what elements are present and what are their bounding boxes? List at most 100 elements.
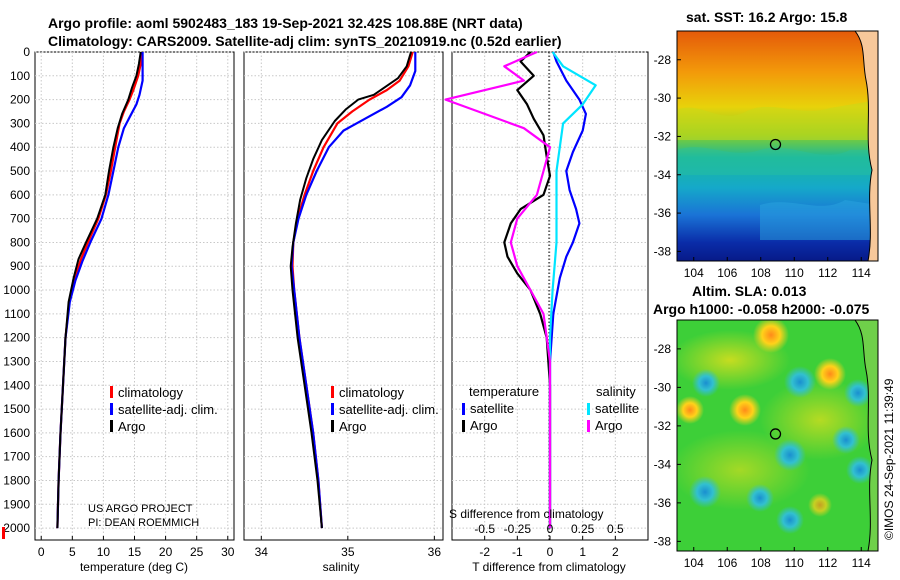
legend-t-argo-swatch xyxy=(462,420,465,432)
x-tick-label: 1 xyxy=(579,545,586,559)
legend-s-argo-label: Argo xyxy=(595,418,622,433)
salinity-legend: climatology satellite-adj. clim. Argo xyxy=(331,385,439,434)
lon-tick-label: 114 xyxy=(852,266,871,280)
y-tick-label: 600 xyxy=(10,188,30,202)
argo-position-marker xyxy=(769,138,782,151)
temperature-grid xyxy=(35,51,234,540)
project-line1: US ARGO PROJECT xyxy=(88,503,193,515)
y-tick-label: 1600 xyxy=(3,426,30,440)
lat-tick-label: -34 xyxy=(654,457,672,471)
imos-credit: ©IMOS 24-Sep-2021 11:39:49 xyxy=(882,378,896,540)
sst-map-lat-ticks: -28 -30 -32 -34 -36 -38 xyxy=(654,53,681,258)
header-line2: Climatology: CARS2009. Satellite-adj cli… xyxy=(48,33,562,49)
legend-climatology-label: climatology xyxy=(118,385,184,400)
salinity-panel: 34 35 36 salinity climatology satellite-ad… xyxy=(243,51,444,574)
y-tick-label: 300 xyxy=(10,116,30,130)
sla-map-title2: Argo h1000: -0.058 h2000: -0.075 xyxy=(653,301,870,317)
legend-satellite-swatch xyxy=(110,403,113,415)
lat-tick-label: -32 xyxy=(654,419,672,433)
x-tick-label: 20 xyxy=(159,545,173,559)
lon-tick-label: 110 xyxy=(785,266,804,280)
sla-map-lat-ticks: -28 -30 -32 -34 -36 -38 xyxy=(654,342,681,548)
sla-map-title1: Altim. SLA: 0.013 xyxy=(692,283,807,299)
legend-satellite-swatch xyxy=(331,403,334,415)
y-tick-label: 0 xyxy=(23,45,30,59)
temperature-lines xyxy=(56,51,144,529)
legend-satellite-label: satellite-adj. clim. xyxy=(118,402,218,417)
temperature-tick-labels: 0 5 10 15 20 25 30 xyxy=(38,536,235,559)
y-tick-label: 1900 xyxy=(3,497,30,511)
x-tick-label: 0 xyxy=(547,545,554,559)
y-tick-label: 100 xyxy=(10,69,30,83)
legend-salinity-title: salinity xyxy=(596,384,636,399)
legend-s-satellite-swatch xyxy=(587,403,590,415)
lon-tick-label: 114 xyxy=(852,556,871,570)
sst-map-lon-ticks: 104 106 108 110 112 114 xyxy=(684,257,871,280)
legend-t-satellite-swatch xyxy=(462,403,465,415)
sla-map-image xyxy=(677,320,878,551)
series-line-s-argo xyxy=(444,50,552,529)
s-tick-label: 0 xyxy=(547,522,554,536)
difference-legend: temperature salinity satellite Argo sate… xyxy=(462,384,639,433)
difference-lines xyxy=(444,50,597,529)
y-tick-label: 900 xyxy=(10,259,30,273)
lat-tick-label: -28 xyxy=(654,53,672,67)
lat-tick-label: -32 xyxy=(654,129,672,143)
salinity-tick-labels: 34 35 36 xyxy=(255,536,442,559)
x-tick-label: 34 xyxy=(255,545,269,559)
temperature-legend: climatology satellite-adj. clim. Argo xyxy=(110,385,218,434)
lon-tick-label: 112 xyxy=(818,556,837,570)
argo-position-marker xyxy=(769,428,782,440)
y-tick-label: 1700 xyxy=(3,450,30,464)
header-line1: Argo profile: aoml 5902483_183 19-Sep-20… xyxy=(48,15,523,31)
lon-tick-label: 108 xyxy=(751,266,771,280)
temperature-axes-box xyxy=(34,51,235,541)
sst-map-panel: sat. SST: 16.2 Argo: 15.8 104 106 108 110 11… xyxy=(654,9,879,280)
salinity-axes-box xyxy=(243,51,444,541)
lat-tick-label: -28 xyxy=(654,342,672,356)
legend-satellite-label: satellite-adj. clim. xyxy=(339,402,439,417)
sst-map-title: sat. SST: 16.2 Argo: 15.8 xyxy=(686,9,848,25)
series-line-satellite-adj-clim- xyxy=(290,52,417,529)
legend-s-argo-swatch xyxy=(587,420,590,432)
salinity-lines xyxy=(289,51,417,529)
lat-tick-label: -38 xyxy=(654,244,672,258)
y-tick-label: 200 xyxy=(10,93,30,107)
lon-tick-label: 104 xyxy=(684,266,704,280)
legend-s-satellite-label: satellite xyxy=(595,401,639,416)
y-tick-label: 400 xyxy=(10,140,30,154)
salinity-xlabel: salinity xyxy=(323,560,360,574)
lat-tick-label: -36 xyxy=(654,496,672,510)
s-tick-label: -0.5 xyxy=(474,522,495,536)
y-tick-label: 2000 xyxy=(3,521,30,535)
x-tick-label: 0 xyxy=(38,545,45,559)
legend-argo-label: Argo xyxy=(339,419,366,434)
temperature-bottom-marker xyxy=(2,527,5,539)
depth-tick-labels: 0 100 200 300 400 500 600 700 800 900 1000 1100 1200… xyxy=(3,45,30,535)
x-tick-label: 36 xyxy=(428,545,442,559)
lon-tick-label: 112 xyxy=(818,266,837,280)
project-line2: PI: DEAN ROEMMICH xyxy=(88,517,199,529)
series-line-t-argo xyxy=(503,51,552,529)
y-tick-label: 700 xyxy=(10,212,30,226)
y-tick-label: 1500 xyxy=(3,402,30,416)
sla-map-frame xyxy=(676,319,879,552)
x-tick-label: 35 xyxy=(341,545,355,559)
sst-map-frame xyxy=(676,30,879,262)
lon-tick-label: 106 xyxy=(717,266,737,280)
x-tick-label: 10 xyxy=(97,545,111,559)
y-tick-label: 1200 xyxy=(3,331,30,345)
x-tick-label: 25 xyxy=(190,545,204,559)
lat-tick-label: -34 xyxy=(654,168,672,182)
y-tick-label: 1400 xyxy=(3,378,30,392)
s-tick-label: 0.25 xyxy=(571,522,595,536)
legend-argo-swatch xyxy=(110,420,113,432)
legend-argo-label: Argo xyxy=(118,419,145,434)
x-tick-label: 30 xyxy=(221,545,235,559)
lon-tick-label: 104 xyxy=(684,556,704,570)
legend-temperature-title: temperature xyxy=(469,384,539,399)
x-tick-label: 15 xyxy=(128,545,142,559)
y-tick-label: 1800 xyxy=(3,473,30,487)
lat-tick-label: -30 xyxy=(654,380,672,394)
